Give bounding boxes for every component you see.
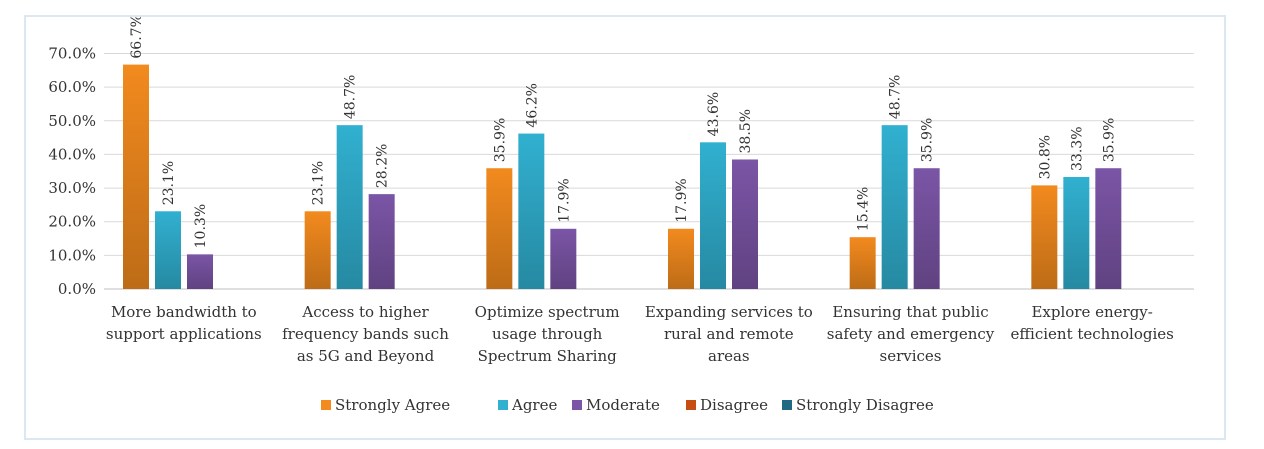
category-label: Optimize spectrum usage through Spectrum S… (475, 303, 620, 365)
bar (668, 228, 694, 289)
bar (1095, 168, 1122, 289)
bar (368, 194, 395, 289)
y-axis: 0.0% 10.0% 20.0% 30.0% 40.0% 50.0% 60.0% 70.0% (48, 45, 96, 299)
legend-swatch (498, 400, 508, 410)
data-label: 28.2% (375, 144, 391, 188)
category-label: Access to higher frequency bands such as 5… (282, 303, 449, 365)
legend-label: Agree (511, 396, 557, 414)
y-tick-label: 0.0% (58, 280, 96, 298)
data-label: 17.9% (556, 178, 572, 222)
data-label: 23.1% (311, 161, 327, 205)
y-tick-label: 20.0% (48, 213, 96, 231)
bar (849, 237, 876, 289)
bar (1063, 176, 1090, 289)
legend-swatch (572, 400, 582, 410)
legend-label: Strongly Disagree (796, 396, 934, 414)
bar (700, 142, 726, 289)
y-tick-label: 10.0% (48, 246, 96, 264)
bars (123, 64, 1122, 289)
legend-swatch (321, 400, 331, 410)
category-label: Ensuring that public safety and emergency… (827, 303, 995, 365)
data-label: 23.1% (161, 161, 177, 205)
data-label: 35.9% (1101, 118, 1117, 162)
legend: Strongly Agree Agree Moderate Disagree Stron… (321, 396, 934, 414)
gridlines (104, 53, 1194, 290)
y-tick-label: 30.0% (48, 179, 96, 197)
bar (486, 168, 513, 289)
y-tick-label: 40.0% (48, 145, 96, 163)
data-labels: 66.7% 23.1% 35.9% 17.9% 15.4% 30.8% 23.1% 48.7%… (129, 17, 1117, 248)
data-label: 48.7% (343, 75, 359, 119)
legend-swatch (782, 400, 792, 410)
legend-label: Strongly Agree (335, 396, 450, 414)
legend-swatch (686, 400, 696, 410)
data-label: 17.9% (674, 178, 690, 222)
category-label: Explore energy-efficient technologies (1011, 303, 1174, 343)
bar (187, 254, 213, 289)
bar (304, 211, 331, 289)
chart-frame: 0.0% 10.0% 20.0% 30.0% 40.0% 50.0% 60.0% 70.0% … (24, 15, 1226, 440)
bar (913, 168, 940, 289)
data-label: 66.7% (129, 17, 145, 59)
legend-label: Moderate (586, 396, 660, 414)
data-label: 46.2% (524, 83, 540, 127)
bar (123, 64, 149, 289)
bar (881, 125, 908, 289)
category-label: More bandwidth to support applications (106, 303, 262, 343)
bar (550, 228, 577, 289)
data-label: 15.4% (856, 187, 872, 231)
bar (732, 159, 758, 289)
data-label: 30.8% (1037, 135, 1053, 179)
bar-chart: 0.0%10.0%20.0%30.0%40.0%50.0%60.0%70.0% … (48, 17, 1194, 414)
data-label: 35.9% (492, 118, 508, 162)
legend-label: Disagree (700, 396, 768, 414)
data-label: 43.6% (706, 92, 722, 136)
y-tick-label: 60.0% (48, 78, 96, 96)
bar (155, 211, 181, 289)
y-tick-label: 70.0% (48, 45, 96, 63)
x-axis: More bandwidth to support applications Acc… (106, 303, 1174, 365)
data-label: 10.3% (193, 204, 209, 248)
data-label: 35.9% (920, 118, 936, 162)
data-label: 38.5% (738, 109, 754, 153)
data-label: 33.3% (1069, 126, 1085, 170)
bar (336, 125, 363, 289)
data-label: 48.7% (888, 75, 904, 119)
category-label: Expanding services to rural and remote are… (645, 303, 813, 365)
y-tick-label: 50.0% (48, 112, 96, 130)
bar (518, 133, 545, 289)
bar (1031, 185, 1058, 289)
